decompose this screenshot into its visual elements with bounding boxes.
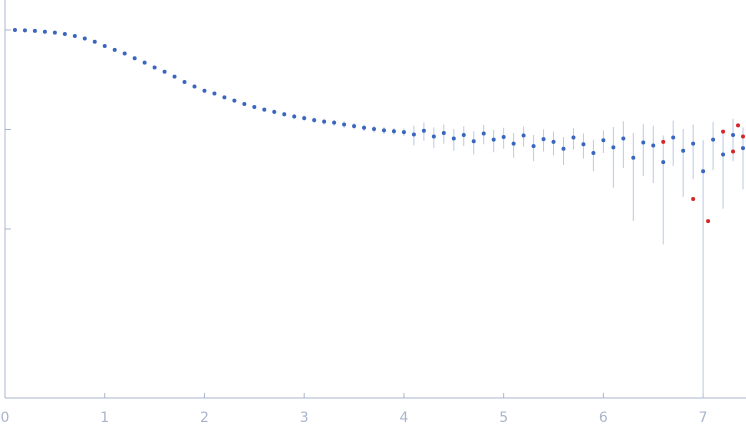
- data-point: [721, 129, 726, 134]
- x-tick-label: 0: [1, 410, 10, 426]
- x-tick-label: 2: [200, 410, 209, 426]
- data-point: [372, 127, 377, 132]
- data-point: [202, 88, 207, 93]
- data-point: [12, 27, 17, 32]
- data-point: [122, 51, 127, 56]
- data-point: [132, 56, 137, 61]
- data-point: [152, 65, 157, 70]
- data-point: [282, 112, 287, 117]
- data-point: [401, 130, 406, 135]
- x-tick-label: 1: [100, 410, 109, 426]
- data-point: [222, 95, 227, 100]
- data-point: [701, 169, 706, 174]
- x-tick-label: 4: [399, 410, 408, 426]
- data-point: [102, 43, 107, 48]
- data-point: [391, 129, 396, 134]
- data-point: [192, 84, 197, 89]
- data-point: [72, 33, 77, 38]
- x-tick-label: 5: [499, 410, 508, 426]
- data-point: [312, 118, 317, 123]
- data-point: [706, 219, 711, 224]
- data-point: [641, 140, 646, 145]
- data-point: [491, 137, 496, 142]
- x-tick-label: 6: [599, 410, 608, 426]
- data-point: [711, 137, 716, 142]
- data-point: [681, 148, 686, 153]
- data-point: [581, 142, 586, 147]
- data-point: [461, 132, 466, 137]
- data-point: [162, 69, 167, 74]
- data-point: [671, 135, 676, 140]
- data-point: [82, 36, 87, 41]
- data-point: [731, 149, 736, 154]
- data-point: [521, 133, 526, 138]
- data-point: [62, 32, 67, 37]
- data-point: [262, 107, 267, 112]
- data-point: [736, 123, 741, 128]
- data-point: [651, 143, 656, 148]
- data-point: [601, 138, 606, 143]
- data-point: [332, 120, 337, 125]
- data-point: [302, 116, 307, 121]
- data-point: [142, 60, 147, 65]
- data-point: [272, 109, 277, 114]
- data-point: [691, 197, 696, 201]
- data-point: [691, 141, 696, 146]
- data-point: [52, 30, 57, 35]
- data-point: [571, 135, 576, 140]
- data-point: [441, 131, 446, 136]
- data-point: [172, 74, 177, 79]
- data-point: [551, 139, 556, 144]
- data-point: [352, 124, 357, 129]
- data-point: [292, 114, 297, 119]
- data-point: [741, 146, 746, 151]
- data-point: [631, 155, 636, 160]
- data-point: [531, 144, 536, 149]
- data-point: [431, 134, 436, 139]
- data-point: [232, 98, 237, 103]
- data-point: [22, 28, 27, 33]
- data-point: [42, 29, 47, 34]
- data-point: [621, 136, 626, 141]
- data-point: [511, 141, 516, 146]
- data-point: [661, 160, 666, 165]
- data-point: [112, 47, 117, 52]
- data-point: [481, 131, 486, 136]
- data-point: [411, 132, 416, 137]
- x-tick-label: 3: [300, 410, 309, 426]
- data-point: [242, 102, 247, 107]
- data-point: [611, 145, 616, 150]
- data-point: [362, 125, 367, 130]
- data-point: [381, 128, 386, 133]
- data-point: [501, 134, 506, 139]
- data-point: [451, 136, 456, 141]
- data-point: [541, 137, 546, 142]
- data-point: [182, 79, 187, 84]
- data-point: [731, 132, 736, 137]
- data-point: [721, 152, 726, 157]
- data-point: [741, 134, 746, 139]
- data-point: [591, 150, 596, 155]
- data-point: [212, 91, 217, 96]
- data-point: [322, 119, 327, 124]
- data-point: [421, 128, 426, 133]
- data-point: [342, 122, 347, 127]
- data-point: [92, 39, 97, 44]
- x-tick-label: 7: [699, 410, 708, 426]
- data-point: [661, 139, 666, 144]
- data-point: [561, 146, 566, 151]
- data-point: [32, 28, 37, 33]
- data-point: [471, 139, 476, 144]
- data-point: [252, 105, 257, 110]
